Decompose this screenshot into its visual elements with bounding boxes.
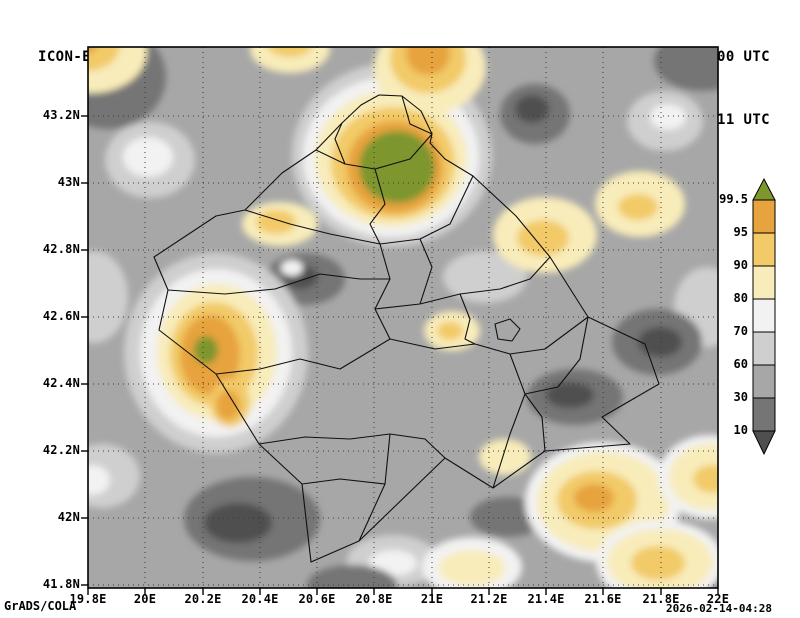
- legend-label: 90: [733, 258, 748, 272]
- legend-segment: [752, 298, 776, 333]
- legend-segment: [752, 397, 776, 432]
- legend-label: 60: [733, 357, 748, 371]
- y-tick-label: 41.8N: [42, 577, 80, 591]
- x-tick-label: 21.4E: [527, 592, 565, 606]
- y-tick-label: 42.2N: [42, 443, 80, 457]
- colorbar-arrow-down: [752, 430, 776, 456]
- grid-lines: [88, 47, 718, 588]
- colorbar: [752, 178, 776, 456]
- legend-label: 99.5: [719, 192, 748, 206]
- x-tick-label: 21.8E: [642, 592, 680, 606]
- y-tick-label: 42.8N: [42, 242, 80, 256]
- cloud-field: [88, 47, 718, 588]
- x-tick-label: 20.4E: [241, 592, 279, 606]
- axis-ticks: [81, 115, 719, 595]
- y-tick-label: 42.4N: [42, 376, 80, 390]
- x-tick-label: 20.2E: [184, 592, 222, 606]
- legend-label: 95: [733, 225, 748, 239]
- admin-boundaries: [153, 94, 660, 563]
- x-tick-label: 21.2E: [470, 592, 508, 606]
- legend-label: 70: [733, 324, 748, 338]
- x-tick-label: 20.8E: [355, 592, 393, 606]
- grads-credit: GrADS/COLA: [4, 599, 77, 613]
- legend-label: 10: [733, 423, 748, 437]
- x-tick-label: 22E: [706, 592, 730, 606]
- y-tick-label: 42.6N: [42, 309, 80, 323]
- x-tick-label: 20.6E: [298, 592, 336, 606]
- legend-segment: [752, 265, 776, 300]
- y-tick-label: 43N: [57, 175, 80, 189]
- colorbar-legend: 99.5 95 90 80 70 60 30 10: [710, 178, 778, 456]
- legend-segment: [752, 232, 776, 267]
- cloud-map: [81, 46, 719, 595]
- creation-timestamp: 2026-02-14-04:28: [666, 602, 772, 615]
- colorbar-arrow-up: [752, 178, 776, 201]
- y-tick-label: 42N: [57, 510, 80, 524]
- legend-segment: [752, 331, 776, 366]
- x-tick-label: 19.8E: [69, 592, 107, 606]
- legend-label: 80: [733, 291, 748, 305]
- x-tick-label: 20E: [133, 592, 157, 606]
- y-tick-label: 43.2N: [42, 108, 80, 122]
- x-tick-label: 21E: [420, 592, 444, 606]
- legend-segment: [752, 364, 776, 399]
- legend-segment: [752, 199, 776, 234]
- legend-label: 30: [733, 390, 748, 404]
- x-tick-label: 21.6E: [584, 592, 622, 606]
